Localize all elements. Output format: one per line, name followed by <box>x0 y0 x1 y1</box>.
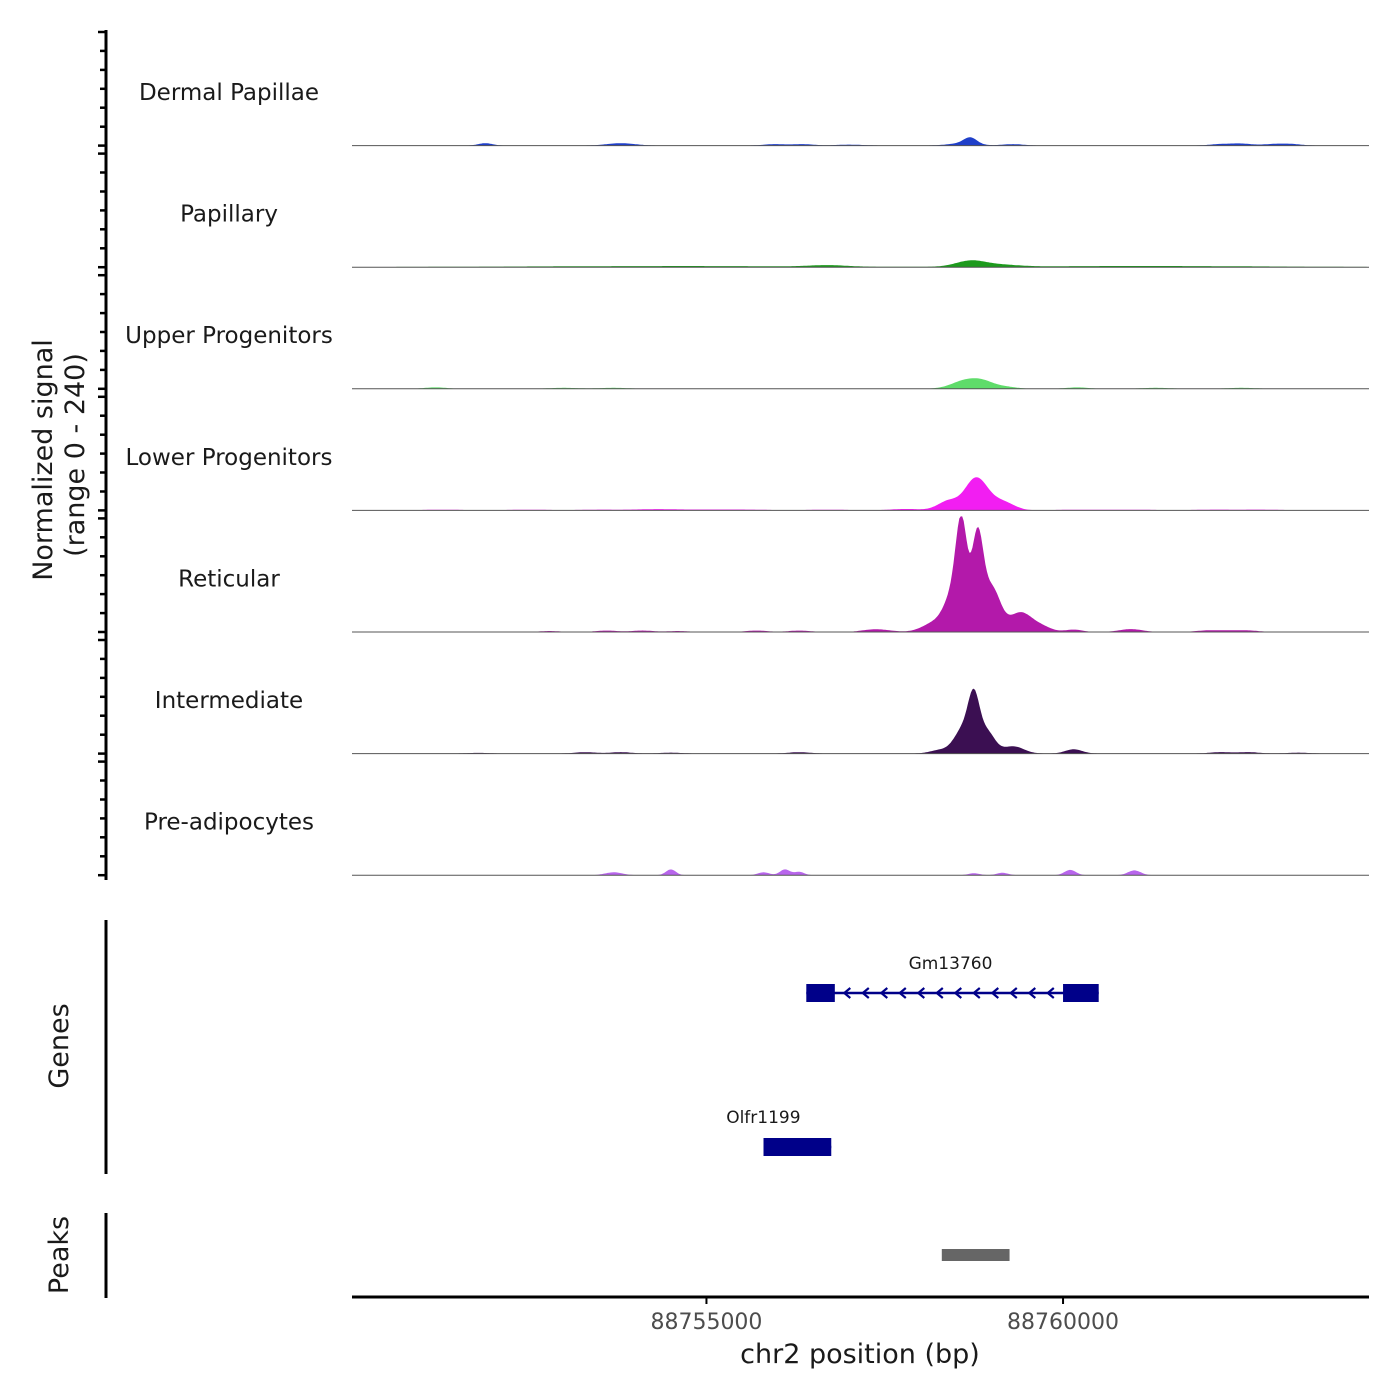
gene-label-gm13760: Gm13760 <box>909 954 993 974</box>
coverage-tracks: Dermal Papillae Papillary Upper Progenitor… <box>125 80 1369 876</box>
track-upper-progenitors: Upper Progenitors <box>125 323 1369 390</box>
strand-arrow-icon <box>879 987 889 999</box>
strand-arrow-icon <box>972 987 981 999</box>
coverage-area-lower-progenitors <box>352 477 1369 511</box>
genes-panel: Genes Gm13760 Olfr1199 <box>44 920 1099 1174</box>
genes-label: Genes <box>44 1003 75 1088</box>
gene-olfr1199: Olfr1199 <box>726 1108 832 1156</box>
signal-ylabel-line1: Normalized signal <box>28 339 59 581</box>
strand-arrow-icon <box>1027 987 1037 999</box>
strand-arrow-icon <box>898 987 907 999</box>
track-label-reticular: Reticular <box>178 566 280 592</box>
exon-gm13760 <box>1063 984 1099 1002</box>
strand-arrow-icon <box>861 987 870 999</box>
track-label-upper-progenitors: Upper Progenitors <box>125 323 333 349</box>
coverage-area-papillary <box>352 260 1369 268</box>
track-dermal-papillae: Dermal Papillae <box>139 80 1369 147</box>
track-label-intermediate: Intermediate <box>155 688 303 714</box>
coverage-area-upper-progenitors <box>352 378 1369 389</box>
strand-arrow-icon <box>916 987 926 999</box>
track-label-papillary: Papillary <box>180 202 278 228</box>
x-tick-label: 88760000 <box>1007 1310 1119 1335</box>
coverage-area-reticular <box>352 516 1369 632</box>
strand-arrow-icon <box>1009 987 1018 999</box>
signal-ylabel-line2: (range 0 - 240) <box>60 353 91 557</box>
strand-arrow-icon <box>935 987 944 999</box>
track-label-pre-adipocytes: Pre-adipocytes <box>144 810 314 836</box>
x-tick-label: 88755000 <box>650 1310 762 1335</box>
signal-y-axis <box>98 30 108 880</box>
coverage-area-dermal-papillae <box>352 137 1369 146</box>
track-reticular: Reticular <box>178 516 1369 633</box>
peak-region-bar <box>941 1249 1010 1261</box>
coverage-area-intermediate <box>352 688 1369 754</box>
coverage-area-pre-adipocytes <box>352 869 1369 876</box>
x-axis: 88755000 88760000 <box>352 1295 1369 1335</box>
peaks-panel: Peaks <box>44 1213 1010 1298</box>
track-label-lower-progenitors: Lower Progenitors <box>126 445 333 471</box>
gene-label-olfr1199: Olfr1199 <box>726 1108 800 1128</box>
exon-olfr1199 <box>763 1138 832 1156</box>
strand-arrow-icon <box>990 987 1000 999</box>
track-intermediate: Intermediate <box>155 688 1369 755</box>
peaks-label: Peaks <box>44 1216 75 1294</box>
strand-arrow-icon <box>953 987 963 999</box>
exon-gm13760 <box>806 984 835 1002</box>
strand-arrow-icon <box>842 987 852 999</box>
x-axis-title: chr2 position (bp) <box>740 1339 980 1370</box>
track-label-dermal-papillae: Dermal Papillae <box>139 80 319 106</box>
track-pre-adipocytes: Pre-adipocytes <box>144 810 1369 876</box>
track-lower-progenitors: Lower Progenitors <box>126 445 1369 511</box>
gene-gm13760: Gm13760 <box>806 954 1099 1002</box>
strand-arrow-icon <box>1046 987 1055 999</box>
track-papillary: Papillary <box>180 202 1369 268</box>
